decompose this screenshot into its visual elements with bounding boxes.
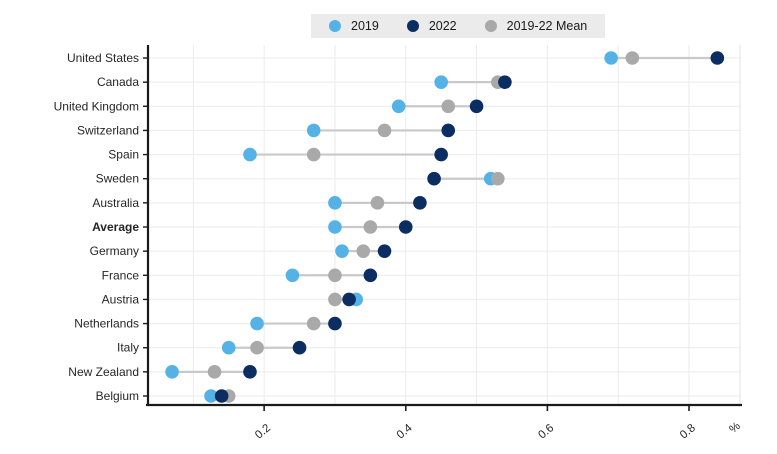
legend-item-2019: 2019 xyxy=(329,19,379,33)
dot-2019-22-mean-italy xyxy=(250,340,264,355)
category-label-united-kingdom: United Kingdom xyxy=(54,99,139,113)
dot-2019-22-mean-new-zealand xyxy=(207,365,222,379)
dot-2022-sweden xyxy=(427,171,441,186)
dot-2022-netherlands xyxy=(328,316,342,331)
category-label-spain: Spain xyxy=(108,148,139,162)
category-label-netherlands: Netherlands xyxy=(74,317,139,331)
dot-2019-switzerland xyxy=(306,123,321,138)
dot-2019-22-mean-united-kingdom xyxy=(441,99,456,114)
legend-label-2022: 2022 xyxy=(428,19,457,33)
dot-2019-average xyxy=(328,220,342,234)
legend-item-2022: 2022 xyxy=(406,19,457,33)
x-axis-unit-label: % xyxy=(727,420,743,436)
legend-item-mean: 2019-22 Mean xyxy=(484,19,588,33)
x-tick-label: 0.6 xyxy=(536,422,556,441)
dot-2019-united-kingdom xyxy=(391,99,406,114)
dot-2022-australia xyxy=(413,196,427,210)
dot-2022-new-zealand xyxy=(243,365,257,379)
x-tick-label: 0.4 xyxy=(395,422,415,442)
dot-2022-italy xyxy=(292,340,307,355)
dot-2022-average xyxy=(398,220,413,234)
dot-2022-canada xyxy=(498,75,512,89)
dot-2019-france xyxy=(285,268,300,283)
category-label-italy: Italy xyxy=(117,341,139,355)
dot-2019-22-mean-france xyxy=(328,268,342,283)
category-label-germany: Germany xyxy=(90,244,139,258)
dot-2019-united-states xyxy=(604,51,618,65)
category-label-belgium: Belgium xyxy=(96,389,139,403)
category-label-average: Average xyxy=(92,220,139,234)
dot-2019-22-mean-spain xyxy=(306,147,321,162)
dot-2019-italy xyxy=(221,340,236,355)
dot-2019-germany xyxy=(335,244,349,258)
dot-2022-germany xyxy=(377,244,392,258)
dot-2022-united-kingdom xyxy=(469,99,484,114)
dot-2019-22-mean-australia xyxy=(370,196,385,210)
dot-2019-australia xyxy=(328,196,342,210)
dot-2019-22-mean-average xyxy=(363,220,378,234)
category-label-sweden: Sweden xyxy=(96,172,139,186)
legend-label-mean: 2019-22 Mean xyxy=(506,19,588,33)
x-tick-label: 0.2 xyxy=(253,422,273,441)
dot-2019-new-zealand xyxy=(165,365,179,379)
dot-2019-spain xyxy=(243,147,257,162)
legend-label-2019: 2019 xyxy=(351,19,379,33)
dot-2019-22-mean-netherlands xyxy=(306,316,321,331)
dot-2022-france xyxy=(363,268,378,283)
dot-2022-switzerland xyxy=(441,123,456,138)
dot-2022-belgium xyxy=(214,389,229,403)
dot-2019-22-mean-united-states xyxy=(625,51,640,65)
category-label-new-zealand: New Zealand xyxy=(68,365,139,379)
dot-2022-austria xyxy=(342,292,356,307)
legend-swatch-2022-icon xyxy=(406,20,419,32)
dot-2019-22-mean-germany xyxy=(356,244,371,258)
category-label-switzerland: Switzerland xyxy=(77,123,139,137)
dot-2019-netherlands xyxy=(250,316,264,331)
dot-2019-22-mean-sweden xyxy=(491,171,505,186)
legend-swatch-2019-icon xyxy=(329,20,341,32)
dot-2022-spain xyxy=(434,147,448,162)
category-label-austria: Austria xyxy=(102,292,140,306)
category-label-france: France xyxy=(102,268,140,282)
category-label-australia: Australia xyxy=(92,196,139,210)
dot-2019-canada xyxy=(434,75,448,89)
category-label-united-states: United States xyxy=(67,51,139,65)
category-label-canada: Canada xyxy=(97,75,139,89)
dot-2022-united-states xyxy=(710,51,725,65)
dot-2019-22-mean-switzerland xyxy=(377,123,392,138)
dot-2019-22-mean-austria xyxy=(328,292,342,307)
dot-2019-belgium xyxy=(204,389,218,403)
x-tick-label: 0.8 xyxy=(678,422,698,441)
chart-legend: 2019 2022 2019-22 Mean xyxy=(311,14,606,38)
legend-swatch-mean-icon xyxy=(484,20,497,32)
